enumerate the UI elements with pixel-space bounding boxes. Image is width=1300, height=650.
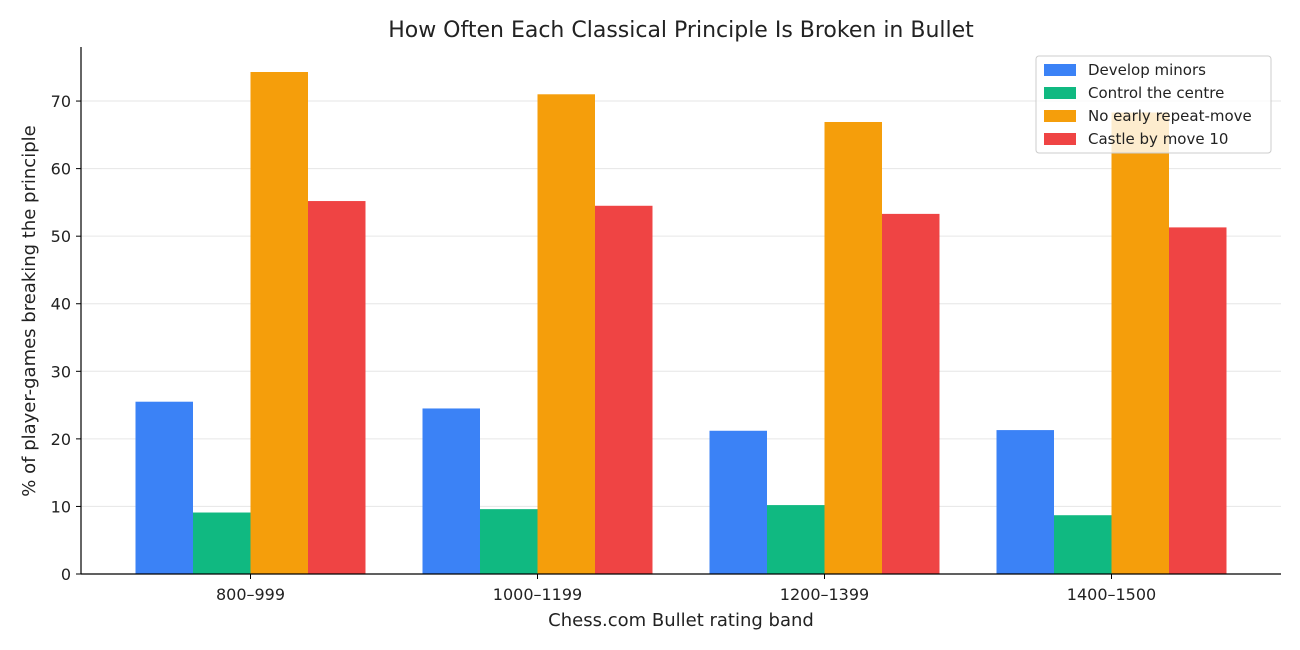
y-tick-label: 20 — [51, 430, 71, 449]
legend-box — [1035, 55, 1272, 154]
bar-2-2 — [824, 121, 882, 574]
legend-label-0: Develop minors — [1088, 61, 1206, 79]
legend-label-2: No early repeat-move — [1088, 107, 1252, 125]
y-tick-label: 40 — [51, 295, 71, 314]
x-tick-label: 1000–1199 — [493, 585, 582, 604]
bar-1-0 — [422, 408, 480, 574]
bar-1-2 — [537, 94, 595, 575]
bar-2-3 — [882, 213, 940, 574]
y-tick-label: 70 — [51, 92, 71, 111]
bar-3-3 — [1169, 227, 1227, 574]
y-tick-label: 30 — [51, 362, 71, 381]
legend-label-3: Castle by move 10 — [1088, 130, 1228, 148]
bar-2-0 — [709, 430, 767, 574]
bar-0-0 — [135, 401, 193, 574]
legend-swatch-0 — [1044, 64, 1076, 76]
legend: Develop minors Control the centre No early… — [1035, 55, 1272, 154]
axes — [80, 47, 1281, 575]
bar-0-3 — [308, 201, 366, 575]
bar-0-1 — [193, 512, 251, 574]
chart-title: How Often Each Classical Principle Is Br… — [388, 18, 974, 43]
legend-swatch-1 — [1044, 87, 1076, 99]
legend-swatch-2 — [1044, 110, 1076, 122]
y-tick-label: 0 — [61, 565, 71, 584]
y-axis-label: % of player-games breaking the principle — [19, 125, 40, 496]
bar-2-1 — [767, 505, 825, 574]
bars — [135, 71, 1227, 575]
x-axis-label: Chess.com Bullet rating band — [548, 610, 814, 631]
x-ticks: 800–999 1000–1199 1200–1399 1400–1500 — [216, 574, 1156, 604]
bar-1-1 — [480, 509, 538, 574]
bar-1-3 — [595, 205, 653, 574]
legend-label-1: Control the centre — [1088, 84, 1224, 102]
x-tick-label: 1400–1500 — [1067, 585, 1156, 604]
bar-3-2 — [1111, 112, 1169, 575]
y-tick-label: 60 — [51, 160, 71, 179]
y-tick-label: 50 — [51, 227, 71, 246]
legend-swatch-3 — [1044, 133, 1076, 145]
x-tick-label: 800–999 — [216, 585, 285, 604]
bar-0-2 — [250, 71, 308, 574]
bar-3-0 — [996, 430, 1054, 574]
bar-3-1 — [1054, 515, 1112, 574]
x-tick-label: 1200–1399 — [780, 585, 869, 604]
y-tick-label: 10 — [51, 497, 71, 516]
y-ticks: 0 10 20 30 40 50 60 70 — [51, 92, 81, 584]
